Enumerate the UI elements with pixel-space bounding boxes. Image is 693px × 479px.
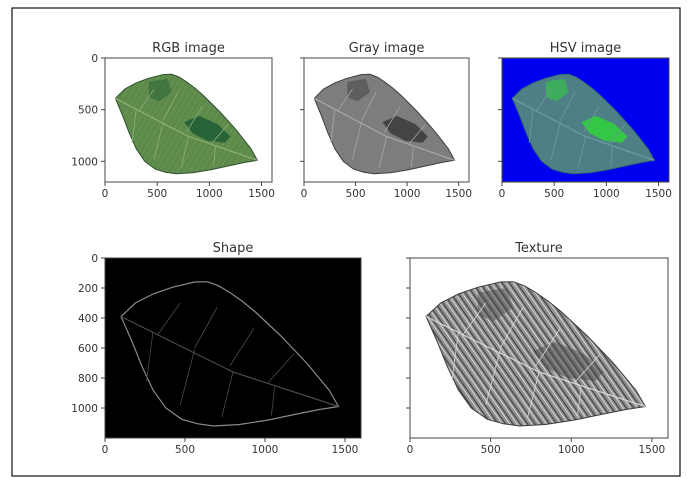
leaf-vein xyxy=(361,91,377,121)
x-tick-label: 1000 xyxy=(558,444,585,456)
x-tick-label: 500 xyxy=(481,444,501,456)
leaf-vein xyxy=(146,331,154,382)
leaf-vein xyxy=(536,88,552,111)
y-tick-label: 1000 xyxy=(71,403,98,415)
leaf-vein xyxy=(577,386,582,416)
leaf-vein xyxy=(194,307,218,349)
x-tick-label: 0 xyxy=(499,188,506,200)
leaf-vein xyxy=(499,307,524,349)
leaf-vein xyxy=(267,353,295,383)
leaf-midrib xyxy=(115,97,258,161)
leaf-patch xyxy=(545,78,569,102)
leaf-vein xyxy=(535,328,561,367)
axes-frame xyxy=(104,57,273,183)
leaf-vein xyxy=(271,386,275,416)
leaf-patch xyxy=(477,288,514,321)
leaf-vein xyxy=(384,106,401,133)
x-tick-label: 1500 xyxy=(639,444,666,456)
leaf-vein xyxy=(527,371,540,418)
x-tick-label: 1000 xyxy=(394,188,421,200)
leaf-patch xyxy=(581,115,628,143)
leaf-patch xyxy=(532,342,604,381)
leaf-vein xyxy=(408,123,427,145)
leaf-patch xyxy=(148,78,172,102)
leaf-vein xyxy=(608,123,626,145)
panel-title: RGB image xyxy=(152,41,225,56)
leaf-shape xyxy=(120,281,340,427)
panel-shape: Shape 0 500 1000 1500 0 200 400 600 800 1000 xyxy=(71,241,362,456)
y-tick-label: 800 xyxy=(78,373,98,385)
leaf-vein xyxy=(462,302,487,335)
panel-texture: Texture 0 500 1000 1500 xyxy=(406,241,669,456)
axes-frame xyxy=(303,57,470,183)
x-tick-label: 1000 xyxy=(593,188,620,200)
panel-title: Gray image xyxy=(349,41,425,56)
leaf-vein xyxy=(378,136,387,168)
panel-title: Texture xyxy=(514,241,563,256)
y-tick-label: 200 xyxy=(78,283,98,295)
leaf-midrib xyxy=(314,97,455,161)
x-tick-label: 1500 xyxy=(248,188,275,200)
x-tick-label: 0 xyxy=(102,444,109,456)
leaf-vein xyxy=(211,123,229,145)
x-tick-label: 0 xyxy=(407,444,414,456)
leaf-vein xyxy=(451,331,459,382)
leaf-vein xyxy=(180,136,189,168)
panel-title: Shape xyxy=(213,241,254,256)
leaf-vein xyxy=(179,349,195,406)
leaf-vein xyxy=(574,353,601,383)
leaf-vein xyxy=(352,120,363,160)
leaf-vein xyxy=(221,371,234,418)
panel-title: HSV image xyxy=(550,41,622,56)
leaf-vein xyxy=(186,106,203,133)
y-tick-label: 400 xyxy=(78,313,98,325)
y-tick-label: 1000 xyxy=(71,156,98,168)
leaf-vein xyxy=(153,120,164,160)
leaf-vein xyxy=(163,91,179,121)
leaf-patch xyxy=(382,115,428,143)
leaf-midrib xyxy=(512,97,655,161)
leaf-vein xyxy=(528,108,534,143)
x-tick-label: 500 xyxy=(544,188,564,200)
leaf-vein xyxy=(577,136,586,168)
x-tick-label: 1000 xyxy=(196,188,223,200)
axes-frame xyxy=(501,57,670,183)
leaf-vein xyxy=(330,108,336,143)
leaf-patch xyxy=(184,115,231,143)
panel-gray-image: Gray image 0 500 1000 1500 xyxy=(300,41,472,200)
leaf-patch xyxy=(347,78,370,102)
leaf-vein xyxy=(550,120,561,160)
leaf-vein xyxy=(583,106,600,133)
leaf-vein xyxy=(213,146,216,167)
image-background xyxy=(105,258,361,438)
x-tick-label: 500 xyxy=(346,188,366,200)
x-tick-label: 1000 xyxy=(252,444,279,456)
leaf-vein xyxy=(560,91,576,121)
y-tick-label: 0 xyxy=(91,253,98,265)
x-tick-label: 1500 xyxy=(445,188,472,200)
leaf-vein xyxy=(157,302,181,335)
x-tick-label: 500 xyxy=(147,188,167,200)
panel-hsv-image: HSV image 0 500 1000 1500 xyxy=(498,41,672,200)
leaf-vein xyxy=(337,88,353,111)
leaf-vein xyxy=(139,88,155,111)
leaf-midrib xyxy=(425,315,646,408)
y-tick-label: 0 xyxy=(91,53,98,65)
leaf-vein xyxy=(229,328,255,367)
x-tick-label: 0 xyxy=(301,188,308,200)
x-tick-label: 0 xyxy=(102,188,109,200)
leaf-midrib xyxy=(120,315,339,408)
panel-rgb-image: RGB image 0 500 1000 1500 0 500 1000 xyxy=(71,41,275,200)
x-tick-label: 1500 xyxy=(332,444,359,456)
x-tick-label: 500 xyxy=(175,444,195,456)
y-tick-label: 500 xyxy=(78,105,98,117)
y-tick-label: 600 xyxy=(78,343,98,355)
leaf-vein xyxy=(485,349,501,406)
leaf-vein xyxy=(131,108,137,143)
x-tick-label: 1500 xyxy=(645,188,672,200)
leaf-vein xyxy=(410,146,414,167)
leaf-vein xyxy=(610,146,613,167)
